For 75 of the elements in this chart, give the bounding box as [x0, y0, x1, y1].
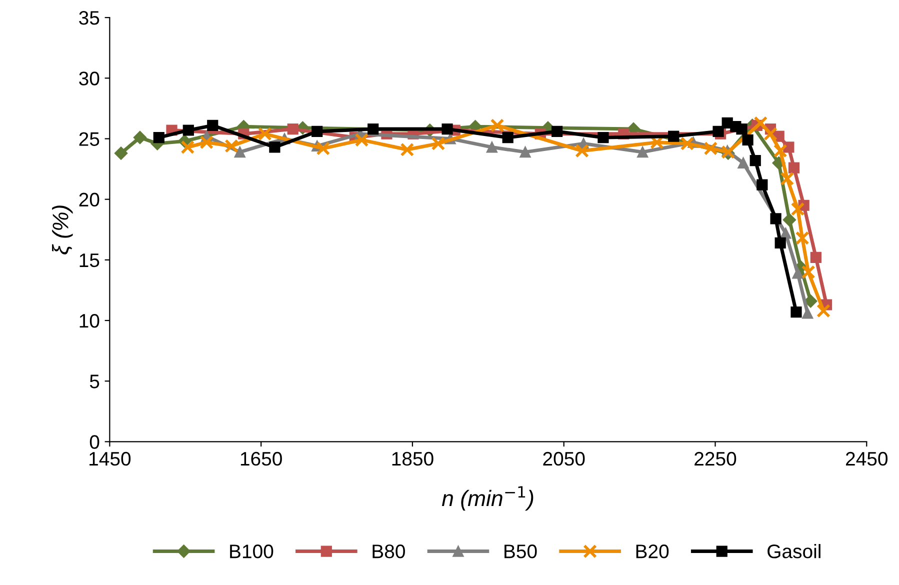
- point: [598, 132, 609, 144]
- point: [738, 157, 749, 169]
- y-tick-label: 30: [79, 72, 100, 86]
- y-tick-label: 25: [79, 132, 100, 146]
- point: [486, 142, 498, 153]
- y-tick-label: 35: [79, 11, 100, 25]
- point: [704, 141, 718, 156]
- x-tick-label: 2250: [694, 452, 736, 466]
- point: [133, 130, 147, 144]
- point: [756, 179, 768, 190]
- legend-label: Gasoil: [768, 544, 820, 558]
- point: [780, 228, 792, 239]
- point: [801, 265, 816, 279]
- point: [750, 154, 761, 166]
- legend-label: B80: [372, 544, 405, 558]
- point: [114, 146, 128, 160]
- point: [182, 124, 194, 136]
- point: [234, 146, 246, 158]
- point: [368, 123, 379, 135]
- y-axis-title: ξ (%): [52, 206, 73, 254]
- legend-label: B20: [636, 544, 669, 558]
- point: [153, 132, 164, 144]
- y-tick-label: 15: [80, 254, 100, 268]
- point: [400, 142, 414, 157]
- y-tick-label: 0: [90, 435, 100, 449]
- point: [490, 118, 504, 132]
- point: [802, 308, 814, 319]
- point: [269, 142, 280, 153]
- point: [792, 268, 804, 279]
- point: [431, 136, 446, 151]
- x-tick-label: 1650: [240, 452, 282, 466]
- point: [804, 294, 818, 308]
- point: [224, 139, 238, 153]
- point: [680, 136, 694, 151]
- point: [207, 120, 218, 131]
- point: [788, 162, 800, 174]
- legend-label: B100: [230, 544, 274, 558]
- point: [200, 135, 214, 150]
- point: [668, 130, 680, 142]
- point: [790, 306, 802, 318]
- point: [816, 304, 830, 318]
- point: [575, 144, 589, 158]
- point: [312, 126, 323, 138]
- point: [712, 126, 724, 138]
- point: [180, 140, 195, 154]
- point: [790, 202, 805, 216]
- point: [520, 146, 531, 158]
- x-tick-label: 1850: [392, 452, 434, 466]
- y-tick-label: 5: [90, 374, 100, 388]
- point: [637, 146, 648, 158]
- point: [770, 213, 782, 224]
- point: [810, 252, 822, 264]
- point: [316, 141, 330, 156]
- point: [742, 134, 754, 146]
- point: [442, 123, 453, 135]
- point: [764, 126, 778, 141]
- point: [774, 237, 786, 248]
- point: [782, 213, 796, 227]
- x-tick-label: 2450: [846, 452, 888, 466]
- point: [287, 123, 298, 135]
- x-tick-label: 2050: [543, 452, 585, 466]
- point: [736, 123, 748, 135]
- point: [780, 172, 794, 186]
- point: [795, 231, 810, 246]
- point: [551, 126, 563, 138]
- point: [754, 116, 768, 130]
- point: [258, 126, 272, 141]
- x-axis-title: n (min$^{−1}$): [442, 486, 534, 511]
- point: [354, 132, 369, 147]
- legend-label: B50: [504, 544, 537, 558]
- y-tick-label: 20: [79, 192, 100, 207]
- point: [502, 132, 514, 144]
- x-tick-label: 1450: [90, 452, 131, 466]
- y-tick-label: 10: [80, 314, 100, 328]
- point: [773, 144, 788, 158]
